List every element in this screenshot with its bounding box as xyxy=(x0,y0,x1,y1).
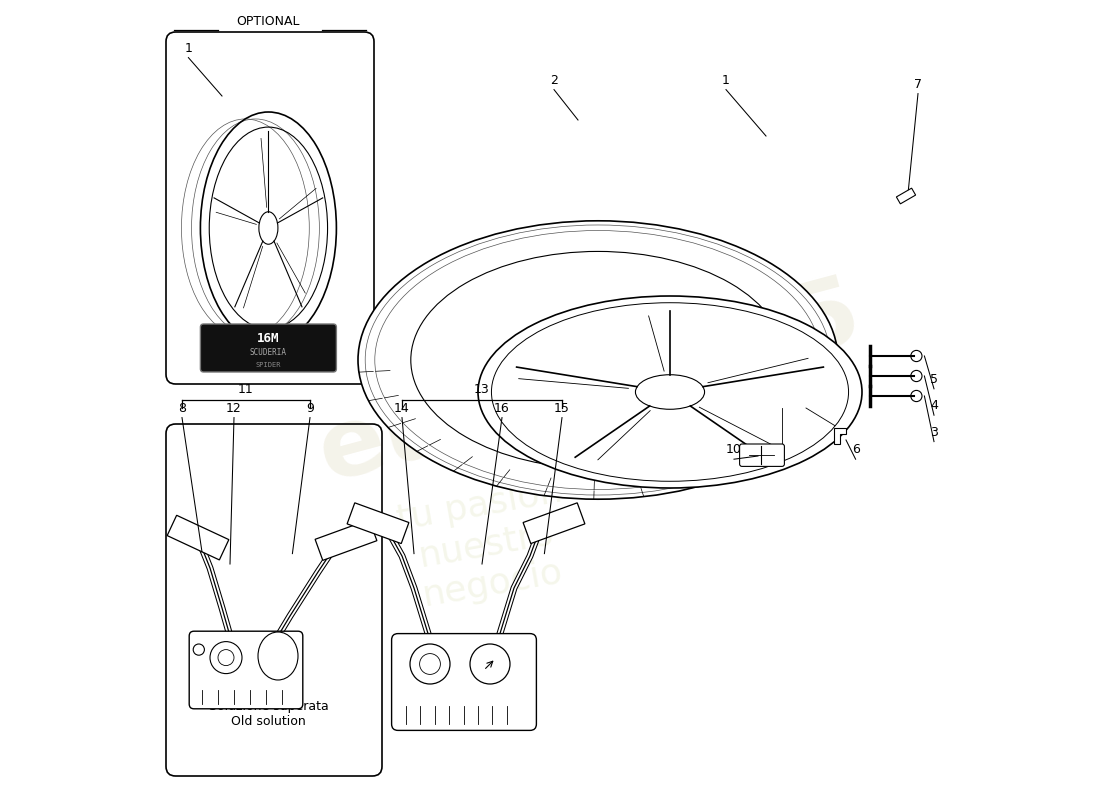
FancyBboxPatch shape xyxy=(200,324,337,372)
Polygon shape xyxy=(348,503,409,543)
Text: 8: 8 xyxy=(178,402,186,414)
Text: 16: 16 xyxy=(494,402,510,414)
Text: OPTIONAL: OPTIONAL xyxy=(236,15,300,28)
Text: 10: 10 xyxy=(726,443,741,456)
Text: 14: 14 xyxy=(394,402,410,414)
FancyBboxPatch shape xyxy=(189,631,302,709)
Text: 2: 2 xyxy=(550,74,558,86)
Text: Soluzione superata
Old solution: Soluzione superata Old solution xyxy=(209,700,328,728)
Text: 9: 9 xyxy=(306,402,313,414)
Polygon shape xyxy=(524,503,585,543)
Text: 11: 11 xyxy=(238,383,254,396)
Text: euparts85: euparts85 xyxy=(309,267,871,501)
Text: 16M: 16M xyxy=(257,332,279,345)
Ellipse shape xyxy=(358,221,838,499)
FancyBboxPatch shape xyxy=(739,444,784,466)
Text: 3: 3 xyxy=(931,426,938,438)
Text: 4: 4 xyxy=(931,399,938,412)
Polygon shape xyxy=(896,188,915,204)
Polygon shape xyxy=(834,428,846,444)
Text: 12: 12 xyxy=(227,402,242,414)
Text: SCUDERIA: SCUDERIA xyxy=(250,348,287,358)
Text: 7: 7 xyxy=(914,78,922,90)
FancyBboxPatch shape xyxy=(392,634,537,730)
Text: 1: 1 xyxy=(185,42,192,54)
Text: 1: 1 xyxy=(722,74,730,86)
Text: 5: 5 xyxy=(930,373,938,386)
Text: 13: 13 xyxy=(474,383,490,396)
Polygon shape xyxy=(315,520,377,560)
Polygon shape xyxy=(167,515,229,560)
Text: SPIDER: SPIDER xyxy=(255,362,282,368)
Text: 15: 15 xyxy=(554,402,570,414)
Ellipse shape xyxy=(478,296,862,488)
Text: tu pasión
nuestro
negocio: tu pasión nuestro negocio xyxy=(394,473,579,615)
Text: 6: 6 xyxy=(851,443,859,456)
